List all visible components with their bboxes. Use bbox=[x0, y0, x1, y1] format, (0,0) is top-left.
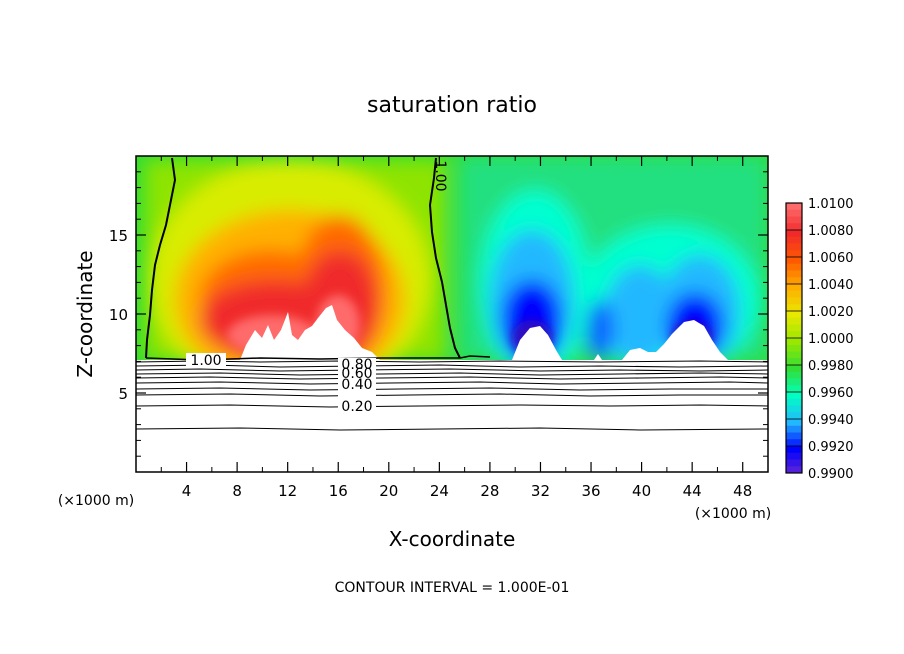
lower-contours bbox=[136, 360, 768, 431]
colorbar-swatch bbox=[786, 257, 802, 265]
x-tick-label: 16 bbox=[329, 482, 348, 500]
colorbar-swatch bbox=[786, 236, 802, 244]
colorbar-swatch bbox=[786, 250, 802, 258]
colorbar-swatch bbox=[786, 297, 802, 305]
contour-label: 1.00 bbox=[190, 353, 221, 369]
x-tick-label: 32 bbox=[531, 482, 550, 500]
colorbar-label: 1.0080 bbox=[808, 224, 854, 239]
x-tick-label: 48 bbox=[733, 482, 752, 500]
contour-labels: 1.00 0.80 0.60 0.40 0.20 1.00 bbox=[186, 160, 448, 415]
saturation-field bbox=[136, 156, 768, 360]
x-axis: 4 8 12 16 20 24 28 32 36 40 44 48 bbox=[160, 156, 752, 500]
colorbar-swatch bbox=[786, 392, 802, 400]
colorbar-swatch bbox=[786, 331, 802, 339]
colorbar-label: 0.9980 bbox=[808, 359, 854, 374]
colorbar-swatch bbox=[786, 371, 802, 379]
colorbar-swatch bbox=[786, 311, 802, 319]
colorbar-swatch bbox=[786, 270, 802, 278]
x-tick-label: 40 bbox=[632, 482, 651, 500]
x-tick-label: 24 bbox=[430, 482, 449, 500]
colorbar-swatch bbox=[786, 419, 802, 427]
contour-line-1-00-left bbox=[145, 157, 177, 359]
y-tick-label: 10 bbox=[109, 306, 128, 324]
x-tick-label: 4 bbox=[182, 482, 192, 500]
colorbar-swatch bbox=[786, 338, 802, 346]
colorbar-swatch bbox=[786, 439, 802, 447]
colorbar-swatch bbox=[786, 425, 802, 433]
contour-line-1-00-right bbox=[428, 157, 461, 359]
colorbar-label: 1.0040 bbox=[808, 278, 854, 293]
colorbar-swatch bbox=[786, 398, 802, 406]
y-tick-label: 5 bbox=[118, 385, 128, 403]
contour-label: 0.60 bbox=[341, 366, 372, 382]
colorbar-swatch bbox=[786, 385, 802, 393]
x-tick-label: 36 bbox=[581, 482, 600, 500]
colorbar-label: 0.9960 bbox=[808, 386, 854, 401]
x-unit-label-right: (×1000 m) bbox=[695, 506, 771, 522]
chart-title: saturation ratio bbox=[367, 93, 537, 118]
y-axis: 5 10 15 bbox=[109, 171, 768, 457]
colorbar-swatch bbox=[786, 452, 802, 460]
colorbar-swatch bbox=[786, 459, 802, 467]
x-tick-label: 44 bbox=[683, 482, 702, 500]
colorbar-label: 0.9940 bbox=[808, 413, 854, 428]
x-tick-label: 20 bbox=[379, 482, 398, 500]
x-unit-label-left: (×1000 m) bbox=[58, 493, 134, 509]
colorbar-swatch bbox=[786, 405, 802, 413]
colorbar-swatch bbox=[786, 290, 802, 298]
x-axis-label: X-coordinate bbox=[389, 527, 516, 551]
x-tick-label: 28 bbox=[480, 482, 499, 500]
colorbar-label: 1.0000 bbox=[808, 332, 854, 347]
colorbar-swatch bbox=[786, 344, 802, 352]
colorbar-swatch bbox=[786, 243, 802, 251]
colorbar-swatch bbox=[786, 317, 802, 325]
colorbar-swatch bbox=[786, 446, 802, 454]
contour-label: 0.40 bbox=[341, 377, 372, 393]
colorbar-label: 0.9920 bbox=[808, 440, 854, 455]
colorbar-swatch bbox=[786, 277, 802, 285]
y-tick-label: 15 bbox=[109, 227, 128, 245]
colorbar-label: 1.0060 bbox=[808, 251, 854, 266]
contour-label: 0.80 bbox=[341, 357, 372, 373]
colorbar-swatch bbox=[786, 358, 802, 366]
colorbar-swatch bbox=[786, 223, 802, 231]
contour-label: 0.20 bbox=[341, 399, 372, 415]
contour-interval-footer: CONTOUR INTERVAL = 1.000E-01 bbox=[335, 580, 570, 596]
x-tick-label: 8 bbox=[232, 482, 242, 500]
colorbar-swatch bbox=[786, 203, 802, 211]
colorbar-label: 1.0100 bbox=[808, 197, 854, 212]
y-axis-label: Z-coordinate bbox=[73, 250, 97, 377]
colorbar-label: 0.9900 bbox=[808, 467, 854, 482]
colorbar-swatch bbox=[786, 432, 802, 440]
colorbar-swatch bbox=[786, 412, 802, 420]
colorbar-swatch bbox=[786, 230, 802, 238]
colorbar-swatch bbox=[786, 466, 802, 474]
contour-label: 1.00 bbox=[432, 160, 448, 191]
colorbar-swatch bbox=[786, 365, 802, 373]
colorbar-swatch bbox=[786, 284, 802, 292]
colorbar-swatch bbox=[786, 351, 802, 359]
x-tick-label: 12 bbox=[278, 482, 297, 500]
colorbar-swatch bbox=[786, 378, 802, 386]
colorbar-swatch bbox=[786, 209, 802, 217]
colorbar-swatch bbox=[786, 216, 802, 224]
colorbar-swatch bbox=[786, 324, 802, 332]
colorbar: 1.0100 1.0080 1.0060 1.0040 1.0020 1.0000 0.99… bbox=[785, 197, 854, 482]
colorbar-swatch bbox=[786, 263, 802, 271]
colorbar-label: 1.0020 bbox=[808, 305, 854, 320]
colorbar-swatch bbox=[786, 304, 802, 312]
